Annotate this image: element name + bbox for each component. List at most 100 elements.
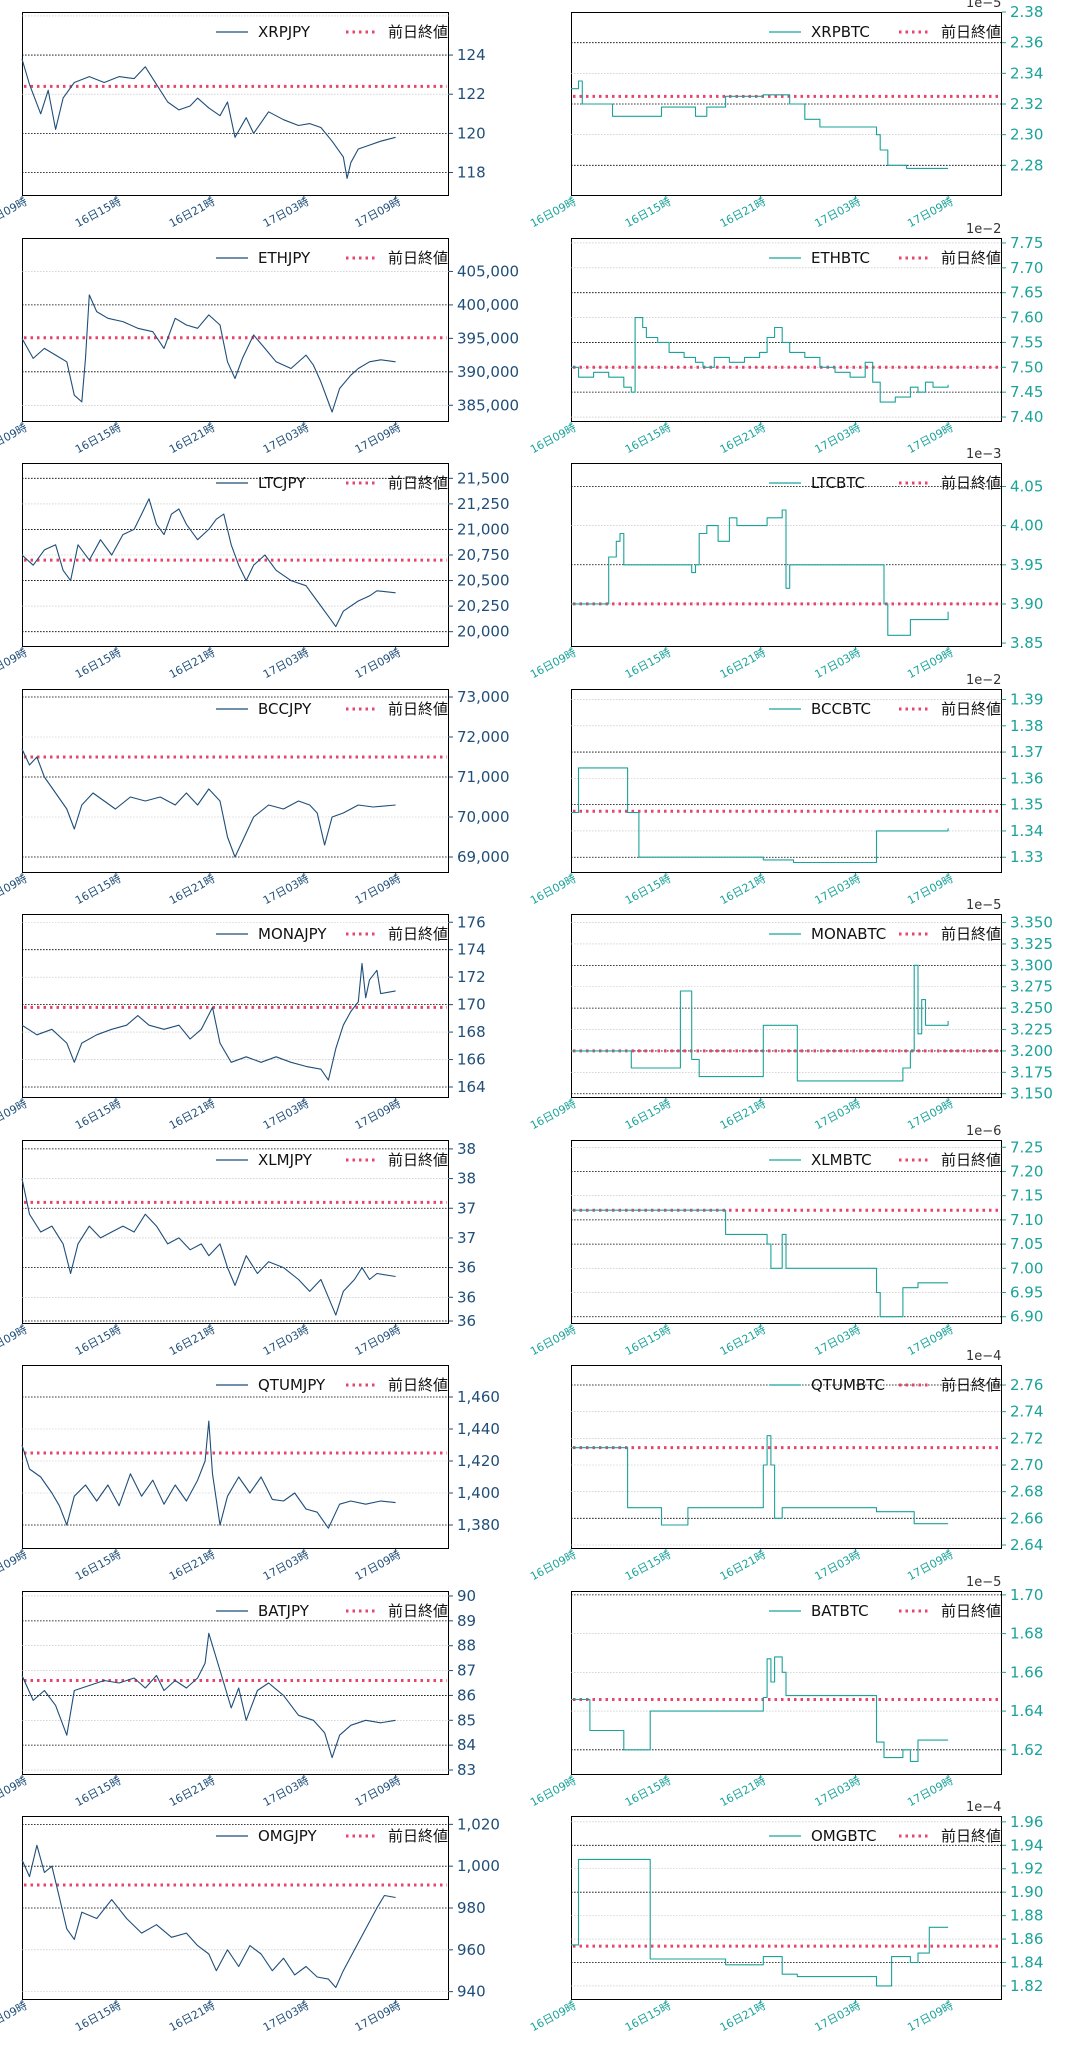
x-tick-label: 16日21時 — [718, 872, 768, 907]
y-tick-label: 90 — [457, 1586, 476, 1604]
legend-series-label: XLMBTC — [811, 1151, 872, 1169]
legend-prev-close-label: 前日終値 — [941, 249, 1001, 267]
x-tick-label: 16日15時 — [623, 421, 673, 456]
legend-prev-close-label: 前日終値 — [941, 1376, 1001, 1394]
x-tick-label: 17日09時 — [353, 646, 403, 681]
plot-frame — [571, 237, 1002, 422]
y-tick-label: 4.05 — [1010, 477, 1043, 495]
x-tick-label: 16日09時 — [0, 1774, 29, 1809]
ltcjpy-price-line — [21, 498, 396, 628]
y-tick-label: 1,420 — [457, 1452, 500, 1470]
x-tick-label: 17日03時 — [261, 1548, 311, 1583]
legend-series-label: QTUMBTC — [811, 1376, 885, 1394]
x-tick-label: 17日09時 — [353, 195, 403, 230]
qtumbtc-price-line — [571, 1435, 949, 1526]
x-tick-label: 16日21時 — [167, 1999, 217, 2034]
y-tick-label: 3.95 — [1010, 556, 1043, 574]
x-tick-label: 16日15時 — [73, 421, 123, 456]
bccbtc-chart: 1.39 1.38 1.37 1.36 1.35 1.34 1.33 1e−2 16日09時 16… — [528, 673, 1043, 907]
y-tick-label: 3.250 — [1010, 999, 1053, 1017]
legend-series-label: ETHJPY — [258, 249, 311, 267]
x-tick-label: 16日15時 — [623, 646, 673, 681]
y-tick-label: 170 — [457, 996, 486, 1014]
y-tick-label: 1.33 — [1010, 848, 1043, 866]
legend: QTUMBTC 前日終値 — [769, 1376, 1001, 1394]
x-tick-label: 16日21時 — [167, 646, 217, 681]
x-tick-label: 17日03時 — [813, 195, 863, 230]
monajpy-chart: 176 174 172 170 168 166 164 16日09時 16日15時 16日21時 1… — [0, 913, 486, 1132]
x-tick-label: 16日21時 — [718, 1548, 768, 1583]
x-tick-label: 17日03時 — [261, 1774, 311, 1809]
y-tick-label: 89 — [457, 1611, 476, 1629]
x-tick-label: 16日15時 — [623, 1774, 673, 1809]
y-tick-label: 2.32 — [1010, 95, 1043, 113]
x-tick-label: 16日15時 — [73, 195, 123, 230]
y-tick-label: 400,000 — [457, 295, 519, 313]
y-tick-label: 1.90 — [1010, 1883, 1043, 1901]
y-tick-label: 168 — [457, 1023, 486, 1041]
y-tick-label: 2.28 — [1010, 156, 1043, 174]
axis-exponent-label: 1e−4 — [966, 1800, 1001, 1815]
y-tick-label: 2.36 — [1010, 34, 1043, 52]
legend-series-label: XLMJPY — [258, 1151, 313, 1169]
axis-exponent-label: 1e−5 — [966, 898, 1001, 913]
y-tick-label: 2.64 — [1010, 1536, 1043, 1554]
y-tick-label: 7.50 — [1010, 358, 1043, 376]
monajpy-price-line — [21, 962, 396, 1081]
plot-frame — [22, 1590, 449, 1775]
plot-frame — [571, 1816, 1002, 2000]
y-tick-label: 118 — [457, 164, 486, 182]
x-tick-label: 17日03時 — [813, 1097, 863, 1132]
x-tick-label: 16日15時 — [623, 1999, 673, 2034]
y-tick-label: 1.70 — [1010, 1585, 1043, 1603]
legend: LTCBTC 前日終値 — [769, 474, 1001, 492]
y-tick-label: 1,440 — [457, 1420, 500, 1438]
plot-frame — [571, 1590, 1002, 1775]
y-tick-label: 38 — [457, 1169, 476, 1187]
x-tick-label: 16日09時 — [528, 195, 578, 230]
x-tick-label: 17日09時 — [353, 1323, 403, 1358]
xrpjpy-price-line — [21, 58, 396, 179]
xlmjpy-chart: 38 38 37 37 36 36 36 16日09時 16日15時 16日21時 17日03時 17… — [0, 1139, 476, 1357]
xrpjpy-chart: 124 122 120 118 16日09時 16日15時 16日21時 17日03時 17日0… — [0, 12, 486, 230]
axis-exponent-label: 1e−2 — [966, 673, 1001, 688]
x-tick-label: 17日03時 — [261, 1097, 311, 1132]
legend-prev-close-label: 前日終値 — [388, 700, 448, 718]
legend-prev-close-label: 前日終値 — [388, 474, 448, 492]
y-tick-label: 70,000 — [457, 808, 510, 826]
y-tick-label: 3.325 — [1010, 935, 1053, 953]
y-tick-label: 3.85 — [1010, 634, 1043, 652]
x-tick-label: 16日15時 — [73, 1097, 123, 1132]
legend-prev-close-label: 前日終値 — [941, 1602, 1001, 1620]
bccjpy-chart: 73,000 72,000 71,000 70,000 69,000 16日09時 16日1… — [0, 688, 510, 907]
x-tick-label: 17日03時 — [813, 421, 863, 456]
legend-prev-close-label: 前日終値 — [941, 925, 1001, 943]
plot-frame — [571, 1139, 1002, 1324]
y-tick-label: 4.00 — [1010, 517, 1043, 535]
batjpy-price-line — [21, 1632, 396, 1758]
x-tick-label: 16日21時 — [167, 1548, 217, 1583]
axis-exponent-label: 1e−6 — [966, 1124, 1001, 1139]
legend-prev-close-label: 前日終値 — [388, 1602, 448, 1620]
y-tick-label: 1.64 — [1010, 1702, 1043, 1720]
y-tick-label: 960 — [457, 1941, 486, 1959]
x-tick-label: 16日15時 — [73, 1999, 123, 2034]
y-tick-label: 21,500 — [457, 469, 510, 487]
y-tick-label: 69,000 — [457, 848, 510, 866]
y-tick-label: 36 — [457, 1312, 476, 1330]
qtumbtc-chart: 2.76 2.74 2.72 2.70 2.68 2.66 2.64 1e−4 16日09時 16… — [528, 1349, 1043, 1583]
x-tick-label: 17日09時 — [353, 872, 403, 907]
y-tick-label: 7.70 — [1010, 258, 1043, 276]
y-tick-label: 38 — [457, 1139, 476, 1157]
y-tick-label: 7.75 — [1010, 233, 1043, 251]
legend: XRPBTC 前日終値 — [769, 23, 1001, 41]
legend: MONAJPY 前日終値 — [216, 925, 448, 943]
legend-prev-close-label: 前日終値 — [941, 1827, 1001, 1845]
ethbtc-chart: 7.75 7.70 7.65 7.60 7.55 7.50 7.45 7.40 1e−2 16日0… — [528, 222, 1043, 456]
ethbtc-price-line — [571, 316, 949, 403]
legend-prev-close-label: 前日終値 — [941, 23, 1001, 41]
x-tick-label: 16日09時 — [528, 1548, 578, 1583]
legend-prev-close-label: 前日終値 — [388, 1827, 448, 1845]
legend: MONABTC 前日終値 — [769, 925, 1001, 943]
y-tick-label: 124 — [457, 46, 486, 64]
